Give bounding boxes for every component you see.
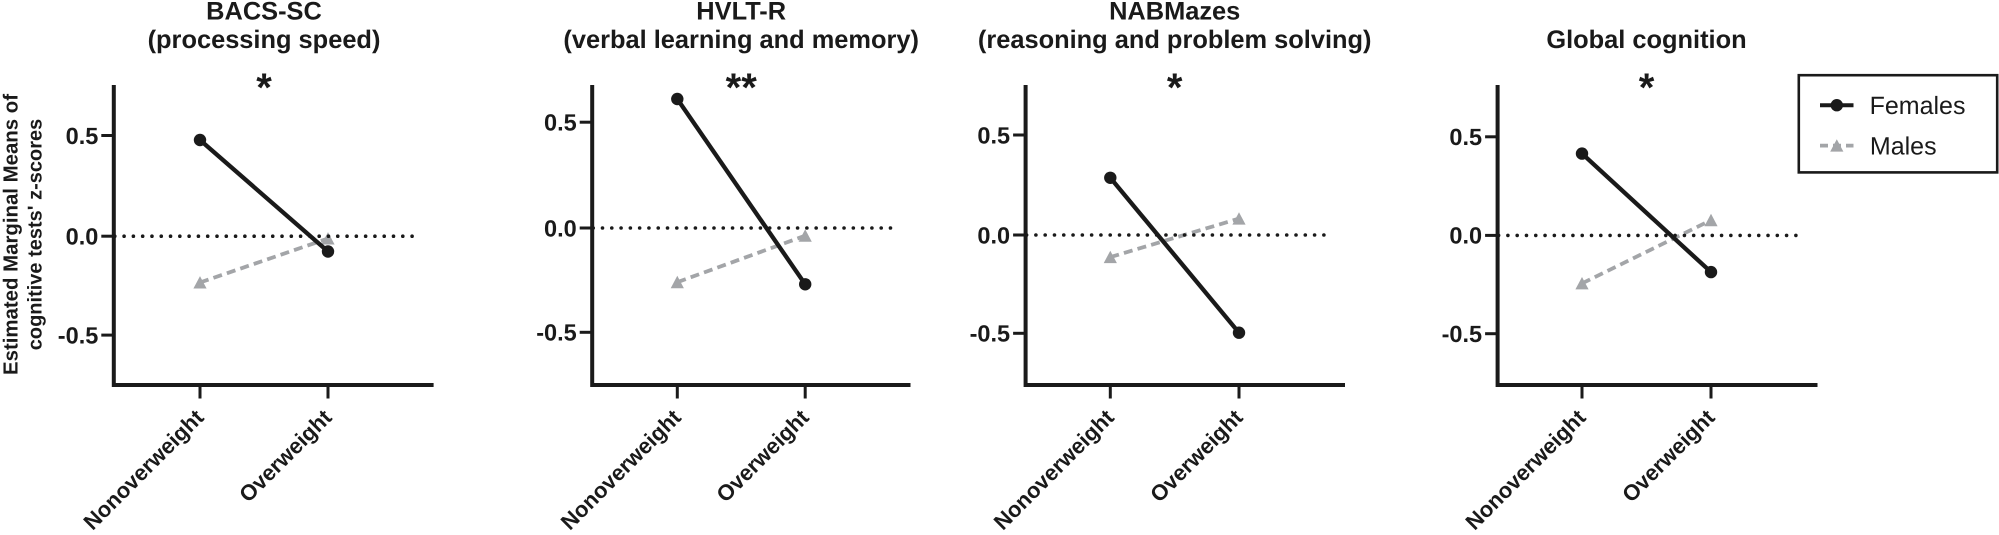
svg-text:*: * (256, 66, 272, 110)
svg-text:NABMazes: NABMazes (1109, 0, 1240, 26)
svg-text:*: * (1639, 66, 1655, 110)
svg-text:0.5: 0.5 (1449, 124, 1482, 150)
svg-text:Nonoverweight: Nonoverweight (78, 404, 209, 535)
svg-text:Nonoverweight: Nonoverweight (1460, 404, 1591, 535)
svg-text:*: * (1167, 66, 1183, 110)
svg-text:Nonoverweight: Nonoverweight (989, 404, 1120, 535)
svg-text:-0.5: -0.5 (58, 322, 99, 348)
svg-text:0.0: 0.0 (544, 215, 577, 241)
svg-text:-0.5: -0.5 (1442, 321, 1483, 347)
svg-text:0.0: 0.0 (66, 223, 99, 249)
svg-text:**: ** (726, 66, 758, 110)
svg-text:(processing speed): (processing speed) (148, 26, 381, 54)
svg-text:0.0: 0.0 (977, 222, 1010, 248)
svg-text:Estimated Marginal Means of: Estimated Marginal Means of (1, 94, 23, 375)
svg-text:Females: Females (1870, 92, 1966, 120)
svg-text:BACS-SC: BACS-SC (206, 0, 322, 26)
svg-text:Overweight: Overweight (711, 404, 814, 507)
svg-text:0.0: 0.0 (1449, 223, 1482, 249)
svg-text:HVLT-R: HVLT-R (696, 0, 786, 26)
svg-text:0.5: 0.5 (544, 109, 577, 135)
svg-text:0.5: 0.5 (66, 123, 99, 149)
svg-text:Global cognition: Global cognition (1546, 26, 1746, 54)
svg-text:-0.5: -0.5 (536, 320, 577, 346)
svg-text:cognitive tests' z-scores: cognitive tests' z-scores (24, 119, 46, 351)
svg-text:Overweight: Overweight (234, 404, 337, 507)
svg-text:(verbal learning and memory): (verbal learning and memory) (563, 26, 919, 54)
svg-text:Nonoverweight: Nonoverweight (556, 404, 687, 535)
svg-text:Overweight: Overweight (1617, 404, 1720, 507)
svg-text:-0.5: -0.5 (970, 321, 1011, 347)
svg-text:Males: Males (1870, 132, 1937, 160)
svg-text:Overweight: Overweight (1145, 404, 1248, 507)
svg-text:0.5: 0.5 (977, 122, 1010, 148)
svg-text:(reasoning and problem solving: (reasoning and problem solving) (978, 26, 1372, 54)
